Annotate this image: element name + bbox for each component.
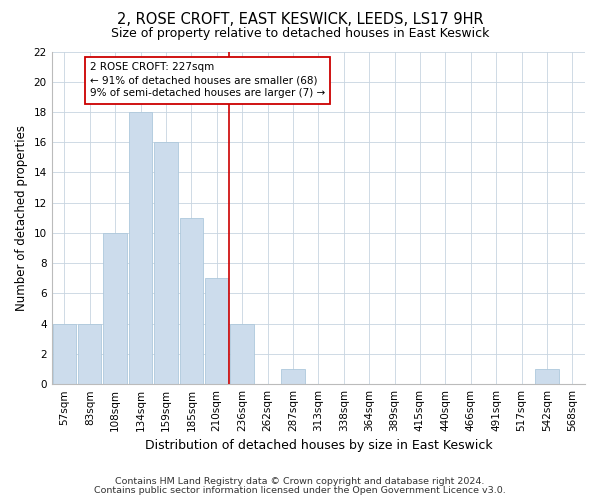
Bar <box>103 233 127 384</box>
Text: 2 ROSE CROFT: 227sqm
← 91% of detached houses are smaller (68)
9% of semi-detach: 2 ROSE CROFT: 227sqm ← 91% of detached h… <box>90 62 325 98</box>
Y-axis label: Number of detached properties: Number of detached properties <box>15 125 28 311</box>
Bar <box>535 369 559 384</box>
Text: 2, ROSE CROFT, EAST KESWICK, LEEDS, LS17 9HR: 2, ROSE CROFT, EAST KESWICK, LEEDS, LS17… <box>116 12 484 28</box>
Bar <box>281 369 305 384</box>
Text: Contains public sector information licensed under the Open Government Licence v3: Contains public sector information licen… <box>94 486 506 495</box>
Bar <box>154 142 178 384</box>
Bar <box>230 324 254 384</box>
X-axis label: Distribution of detached houses by size in East Keswick: Distribution of detached houses by size … <box>145 440 492 452</box>
Text: Contains HM Land Registry data © Crown copyright and database right 2024.: Contains HM Land Registry data © Crown c… <box>115 477 485 486</box>
Text: Size of property relative to detached houses in East Keswick: Size of property relative to detached ho… <box>111 28 489 40</box>
Bar <box>78 324 101 384</box>
Bar <box>53 324 76 384</box>
Bar <box>179 218 203 384</box>
Bar <box>129 112 152 384</box>
Bar <box>205 278 229 384</box>
